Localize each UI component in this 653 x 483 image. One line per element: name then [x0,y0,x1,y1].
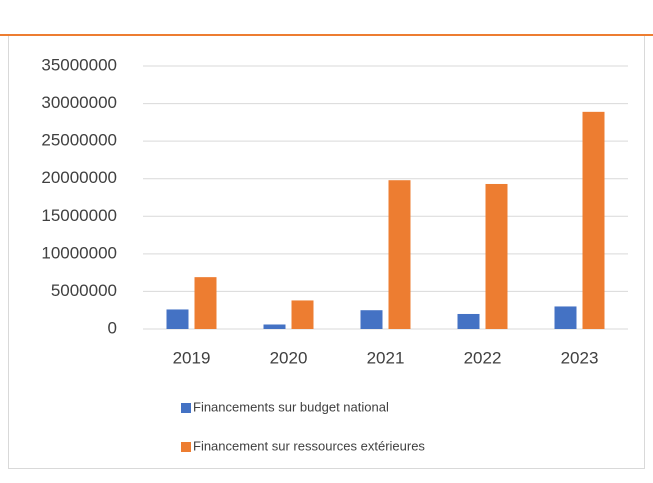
bar [554,306,577,329]
bar [457,313,480,329]
bar [485,183,508,329]
bar [194,277,217,329]
bar [360,310,383,329]
legend-swatch [181,442,191,452]
bar [166,309,189,329]
bar [291,300,314,329]
y-tick-label: 0 [108,318,117,337]
bar [582,111,605,329]
x-tick-label: 2020 [270,348,308,367]
y-tick-label: 25000000 [41,131,117,150]
legend-label: Financements sur budget national [193,399,389,414]
bar [388,180,411,329]
y-tick-label: 20000000 [41,168,117,187]
y-tick-label: 15000000 [41,206,117,225]
y-tick-label: 35000000 [41,55,117,74]
legend-label: Financement sur ressources extérieures [193,438,425,453]
x-tick-label: 2022 [464,348,502,367]
y-tick-label: 5000000 [51,281,117,300]
x-tick-label: 2023 [561,348,599,367]
y-tick-label: 30000000 [41,93,117,112]
chart-frame [8,35,645,469]
x-tick-label: 2021 [367,348,405,367]
x-tick-label: 2019 [173,348,211,367]
bar [263,324,286,329]
y-tick-label: 10000000 [41,243,117,262]
legend-swatch [181,403,191,413]
